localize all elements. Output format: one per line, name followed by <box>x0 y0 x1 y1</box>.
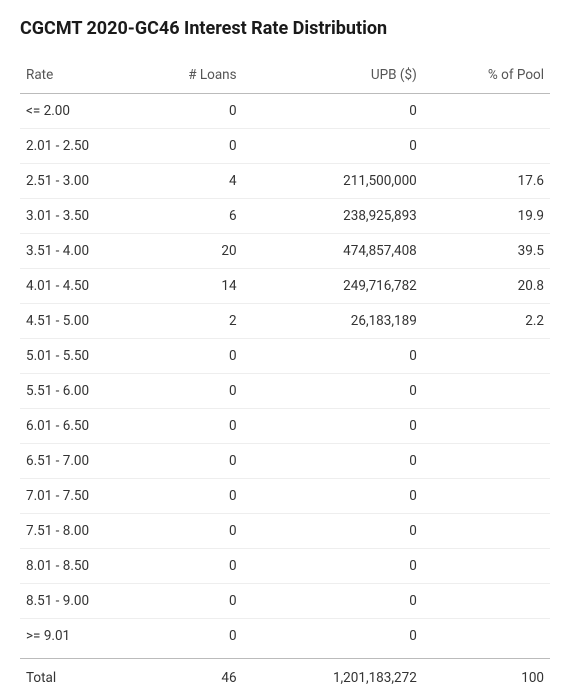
total-pct: 100 <box>423 659 550 697</box>
cell-upb: 0 <box>243 129 423 164</box>
cell-loans: 6 <box>137 199 243 234</box>
table-total-row: Total 46 1,201,183,272 100 <box>20 659 550 697</box>
table-row: 6.01 - 6.5000 <box>20 409 550 444</box>
page-title: CGCMT 2020-GC46 Interest Rate Distributi… <box>20 18 550 39</box>
cell-loans: 0 <box>137 479 243 514</box>
cell-pct <box>423 409 550 444</box>
cell-pct: 39.5 <box>423 234 550 269</box>
cell-rate: 3.01 - 3.50 <box>20 199 137 234</box>
cell-loans: 0 <box>137 339 243 374</box>
table-row: 2.01 - 2.5000 <box>20 129 550 164</box>
cell-rate: 3.51 - 4.00 <box>20 234 137 269</box>
table-row: 4.01 - 4.5014249,716,78220.8 <box>20 269 550 304</box>
cell-pct <box>423 374 550 409</box>
cell-loans: 4 <box>137 164 243 199</box>
cell-loans: 0 <box>137 444 243 479</box>
cell-upb: 0 <box>243 444 423 479</box>
cell-upb: 0 <box>243 549 423 584</box>
cell-upb: 0 <box>243 514 423 549</box>
cell-loans: 0 <box>137 619 243 659</box>
rate-distribution-table: Rate # Loans UPB ($) % of Pool <= 2.0000… <box>20 59 550 697</box>
cell-rate: 2.01 - 2.50 <box>20 129 137 164</box>
table-row: 7.01 - 7.5000 <box>20 479 550 514</box>
table-row: 4.51 - 5.00226,183,1892.2 <box>20 304 550 339</box>
cell-loans: 0 <box>137 514 243 549</box>
cell-upb: 474,857,408 <box>243 234 423 269</box>
cell-pct: 17.6 <box>423 164 550 199</box>
cell-upb: 0 <box>243 479 423 514</box>
table-row: 2.51 - 3.004211,500,00017.6 <box>20 164 550 199</box>
cell-rate: 8.51 - 9.00 <box>20 584 137 619</box>
cell-upb: 0 <box>243 94 423 129</box>
cell-pct <box>423 129 550 164</box>
total-label: Total <box>20 659 137 697</box>
cell-upb: 0 <box>243 339 423 374</box>
cell-upb: 0 <box>243 619 423 659</box>
table-row: 6.51 - 7.0000 <box>20 444 550 479</box>
cell-rate: 5.51 - 6.00 <box>20 374 137 409</box>
col-header-pct: % of Pool <box>423 59 550 94</box>
table-row: 5.01 - 5.5000 <box>20 339 550 374</box>
table-row: 3.51 - 4.0020474,857,40839.5 <box>20 234 550 269</box>
table-row: 3.01 - 3.506238,925,89319.9 <box>20 199 550 234</box>
cell-rate: 8.01 - 8.50 <box>20 549 137 584</box>
table-row: 5.51 - 6.0000 <box>20 374 550 409</box>
col-header-upb: UPB ($) <box>243 59 423 94</box>
cell-rate: 6.51 - 7.00 <box>20 444 137 479</box>
cell-pct <box>423 514 550 549</box>
col-header-rate: Rate <box>20 59 137 94</box>
cell-loans: 0 <box>137 374 243 409</box>
table-row: 8.51 - 9.0000 <box>20 584 550 619</box>
table-header-row: Rate # Loans UPB ($) % of Pool <box>20 59 550 94</box>
cell-loans: 0 <box>137 584 243 619</box>
table-row: >= 9.0100 <box>20 619 550 659</box>
total-loans: 46 <box>137 659 243 697</box>
cell-pct: 19.9 <box>423 199 550 234</box>
cell-pct <box>423 619 550 659</box>
table-row: 8.01 - 8.5000 <box>20 549 550 584</box>
cell-upb: 0 <box>243 374 423 409</box>
total-upb: 1,201,183,272 <box>243 659 423 697</box>
cell-rate: >= 9.01 <box>20 619 137 659</box>
table-row: 7.51 - 8.0000 <box>20 514 550 549</box>
cell-loans: 0 <box>137 549 243 584</box>
cell-loans: 0 <box>137 129 243 164</box>
cell-pct <box>423 94 550 129</box>
cell-pct <box>423 549 550 584</box>
cell-rate: 2.51 - 3.00 <box>20 164 137 199</box>
cell-rate: 4.51 - 5.00 <box>20 304 137 339</box>
cell-pct <box>423 479 550 514</box>
cell-loans: 0 <box>137 94 243 129</box>
cell-rate: <= 2.00 <box>20 94 137 129</box>
cell-pct <box>423 339 550 374</box>
cell-upb: 0 <box>243 584 423 619</box>
col-header-loans: # Loans <box>137 59 243 94</box>
cell-pct <box>423 444 550 479</box>
cell-upb: 211,500,000 <box>243 164 423 199</box>
cell-pct: 2.2 <box>423 304 550 339</box>
cell-rate: 6.01 - 6.50 <box>20 409 137 444</box>
cell-rate: 7.51 - 8.00 <box>20 514 137 549</box>
cell-upb: 249,716,782 <box>243 269 423 304</box>
cell-rate: 5.01 - 5.50 <box>20 339 137 374</box>
cell-loans: 2 <box>137 304 243 339</box>
cell-loans: 20 <box>137 234 243 269</box>
cell-pct <box>423 584 550 619</box>
cell-pct: 20.8 <box>423 269 550 304</box>
cell-upb: 26,183,189 <box>243 304 423 339</box>
cell-upb: 238,925,893 <box>243 199 423 234</box>
cell-upb: 0 <box>243 409 423 444</box>
cell-loans: 0 <box>137 409 243 444</box>
table-row: <= 2.0000 <box>20 94 550 129</box>
cell-rate: 7.01 - 7.50 <box>20 479 137 514</box>
cell-loans: 14 <box>137 269 243 304</box>
cell-rate: 4.01 - 4.50 <box>20 269 137 304</box>
